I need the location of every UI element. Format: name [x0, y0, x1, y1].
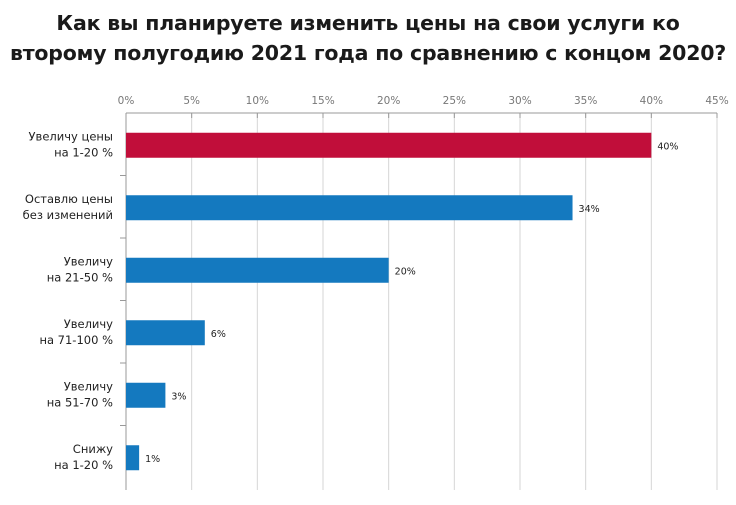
category-label: Снижу: [73, 442, 113, 456]
category-label: Увеличу: [64, 254, 113, 268]
bar: [126, 382, 166, 408]
x-tick-label: 40%: [640, 95, 663, 107]
chart-title-line-2: второму полугодию 2021 года по сравнению…: [9, 41, 727, 65]
category-label: без изменений: [23, 208, 113, 222]
data-label: 3%: [171, 391, 186, 402]
data-label: 1%: [145, 454, 160, 465]
x-tick-label: 0%: [118, 95, 135, 107]
category-label: Увеличу: [64, 317, 113, 331]
data-label: 20%: [395, 266, 416, 277]
x-tick-label: 15%: [311, 95, 334, 107]
bar: [126, 257, 389, 283]
category-label: Увеличу: [64, 379, 113, 393]
bar: [126, 445, 140, 471]
data-label: 34%: [579, 204, 600, 215]
bar: [126, 132, 652, 158]
x-tick-label: 35%: [574, 95, 597, 107]
category-label: на 71-100 %: [39, 333, 113, 347]
bar: [126, 195, 573, 221]
category-label: на 1-20 %: [54, 145, 113, 159]
category-label: на 1-20 %: [54, 458, 113, 472]
category-label: на 21-50 %: [47, 270, 113, 284]
bar: [126, 320, 205, 346]
x-tick-label: 10%: [246, 95, 269, 107]
category-label: Оставлю цены: [25, 192, 113, 206]
data-label: 6%: [211, 329, 226, 340]
data-label: 40%: [657, 141, 678, 152]
chart-title: Как вы планируете изменить цены на свои …: [0, 8, 736, 68]
x-tick-label: 25%: [443, 95, 466, 107]
x-tick-label: 45%: [705, 95, 728, 107]
x-tick-label: 5%: [183, 95, 200, 107]
category-label: Увеличу цены: [29, 129, 113, 143]
category-label: на 51-70 %: [47, 395, 113, 409]
x-tick-label: 20%: [377, 95, 400, 107]
x-tick-label: 30%: [508, 95, 531, 107]
chart-title-line-1: Как вы планируете изменить цены на свои …: [56, 11, 680, 35]
